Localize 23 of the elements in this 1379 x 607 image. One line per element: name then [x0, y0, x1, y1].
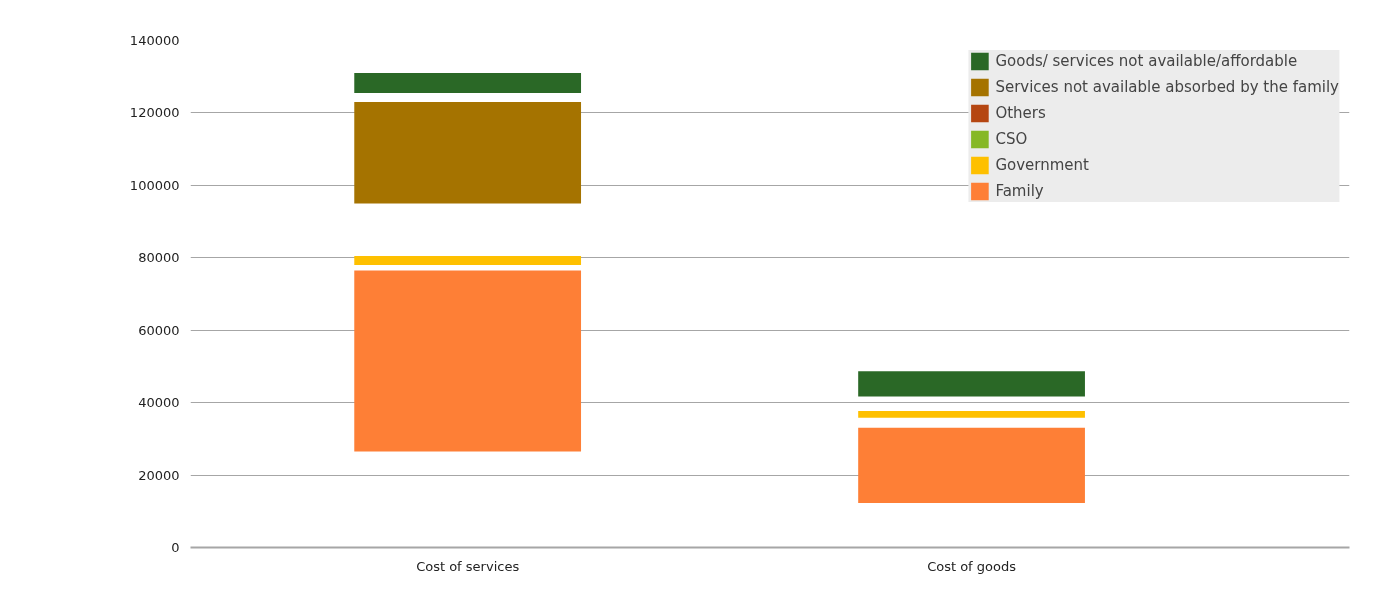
bar: [858, 371, 1085, 397]
legend-label: CSO: [995, 130, 1028, 148]
y-tick-label: 40000: [138, 395, 180, 411]
legend-label: Others: [995, 104, 1046, 122]
bar: [858, 410, 1085, 418]
legend-label: Family: [995, 182, 1044, 200]
legend-label: Government: [995, 156, 1089, 174]
legend-label: Goods/ services not available/affordable: [995, 52, 1298, 70]
x-tick-label: Cost of goods: [927, 558, 1017, 574]
y-tick-label: 20000: [138, 467, 180, 483]
x-tick-label: Cost of services: [416, 558, 520, 574]
bar: [354, 102, 582, 204]
y-tick-label: 140000: [129, 33, 180, 48]
y-tick-label: 100000: [129, 177, 180, 193]
y-tick-label: 0: [171, 540, 180, 555]
y-tick-label: 120000: [129, 105, 180, 121]
y-tick-label: 60000: [138, 322, 180, 338]
bar: [354, 255, 582, 266]
y-tick-label: 80000: [138, 250, 180, 266]
bar: [354, 270, 582, 452]
bar: [858, 427, 1085, 503]
bar: [354, 73, 582, 94]
legend-label: Services not available absorbed by the family: [995, 78, 1339, 96]
